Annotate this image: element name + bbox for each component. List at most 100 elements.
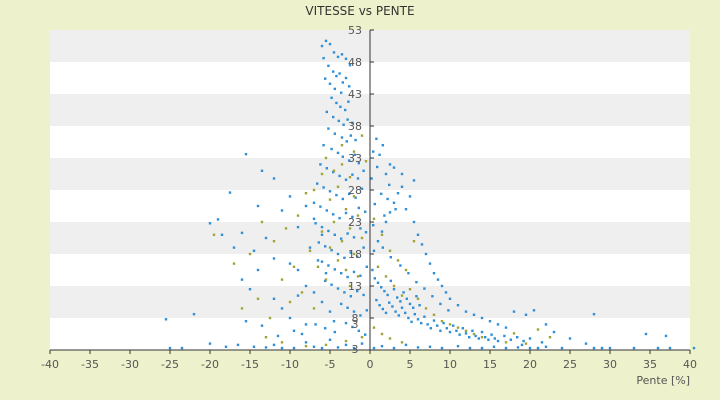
data-point-blue — [407, 316, 410, 320]
data-point-blue — [392, 201, 396, 204]
data-point-blue — [474, 334, 477, 338]
data-point-blue — [380, 192, 383, 196]
data-point-olive — [348, 284, 352, 288]
data-point-blue — [389, 256, 392, 259]
data-point-olive — [352, 150, 356, 153]
data-point-blue — [344, 108, 347, 112]
data-point-blue — [388, 211, 392, 214]
data-point-blue — [397, 314, 400, 317]
data-point-blue — [351, 121, 354, 124]
data-point-blue — [584, 342, 588, 345]
data-point-olive — [256, 297, 260, 300]
data-point-olive — [348, 176, 352, 179]
data-point-blue — [384, 172, 388, 176]
data-point-blue — [376, 165, 379, 169]
data-point-blue — [332, 213, 335, 216]
data-point-blue — [228, 191, 232, 194]
data-point-blue — [381, 144, 384, 147]
data-point-blue — [360, 187, 364, 190]
data-point-blue — [415, 280, 418, 284]
data-point-blue — [349, 295, 352, 298]
data-point-blue — [464, 332, 468, 335]
x-tick-label: 25 — [563, 358, 577, 371]
data-point-blue — [335, 74, 338, 78]
data-point-blue — [402, 291, 405, 294]
data-point-blue — [423, 287, 426, 290]
data-point-blue — [656, 346, 660, 350]
data-point-olive — [332, 220, 336, 224]
data-point-blue — [592, 346, 596, 350]
data-point-blue — [336, 287, 340, 290]
data-point-blue — [503, 334, 506, 338]
data-point-blue — [471, 329, 474, 332]
data-point-olive — [388, 249, 392, 252]
x-tick-label: -15 — [241, 358, 259, 371]
data-point-blue — [304, 204, 308, 208]
data-point-olive — [448, 323, 452, 326]
data-point-blue — [412, 220, 416, 224]
data-point-blue — [272, 343, 276, 347]
data-point-blue — [524, 313, 528, 316]
data-point-olive — [356, 275, 360, 278]
data-point-blue — [333, 268, 336, 271]
data-point-blue — [319, 205, 322, 208]
data-point-blue — [312, 217, 316, 220]
data-point-blue — [528, 337, 532, 340]
data-point-blue — [418, 304, 421, 307]
data-point-blue — [364, 333, 367, 336]
data-point-blue — [332, 115, 335, 119]
data-point-blue — [324, 327, 327, 330]
x-tick-label: 30 — [603, 358, 617, 371]
data-point-blue — [335, 193, 338, 197]
data-point-blue — [356, 289, 359, 293]
data-point-blue — [356, 255, 359, 258]
data-point-blue — [304, 341, 308, 344]
data-point-olive — [536, 328, 540, 331]
data-point-blue — [365, 265, 368, 268]
data-point-blue — [296, 225, 300, 229]
data-point-blue — [440, 284, 444, 288]
data-point-blue — [352, 346, 356, 350]
data-point-blue — [327, 229, 330, 233]
data-point-olive — [512, 332, 516, 335]
data-point-blue — [458, 333, 461, 336]
data-points — [164, 39, 696, 350]
data-point-blue — [424, 252, 428, 256]
data-point-blue — [357, 329, 360, 332]
data-point-blue — [544, 345, 548, 348]
data-point-blue — [380, 286, 383, 289]
data-point-blue — [351, 325, 354, 329]
x-tick-label: 15 — [483, 358, 497, 371]
data-point-olive — [352, 252, 356, 256]
data-point-blue — [480, 330, 484, 334]
data-point-blue — [320, 233, 324, 236]
data-point-blue — [428, 345, 432, 348]
data-point-blue — [488, 320, 492, 323]
data-point-blue — [504, 326, 508, 329]
data-point-olive — [280, 278, 284, 281]
data-point-blue — [416, 318, 420, 321]
data-point-blue — [320, 225, 324, 229]
data-point-blue — [336, 151, 340, 155]
data-point-olive — [384, 275, 388, 278]
data-point-blue — [180, 346, 184, 350]
data-point-blue — [317, 241, 320, 244]
data-point-olive — [396, 259, 400, 262]
data-point-blue — [477, 337, 480, 340]
data-point-blue — [415, 295, 418, 298]
data-point-blue — [391, 305, 394, 308]
data-point-blue — [346, 275, 349, 279]
y-tick-label: 18 — [348, 248, 362, 261]
data-point-blue — [448, 330, 452, 334]
data-point-blue — [292, 329, 296, 332]
y-tick-label: 53 — [348, 24, 362, 37]
data-point-blue — [348, 159, 351, 162]
y-tick-label: 48 — [348, 56, 362, 69]
data-point-blue — [292, 346, 296, 350]
data-point-blue — [341, 197, 344, 201]
data-point-olive — [324, 343, 328, 347]
data-point-blue — [333, 330, 336, 334]
y-tick-label: 8 — [352, 312, 359, 325]
data-point-olive — [400, 294, 404, 297]
